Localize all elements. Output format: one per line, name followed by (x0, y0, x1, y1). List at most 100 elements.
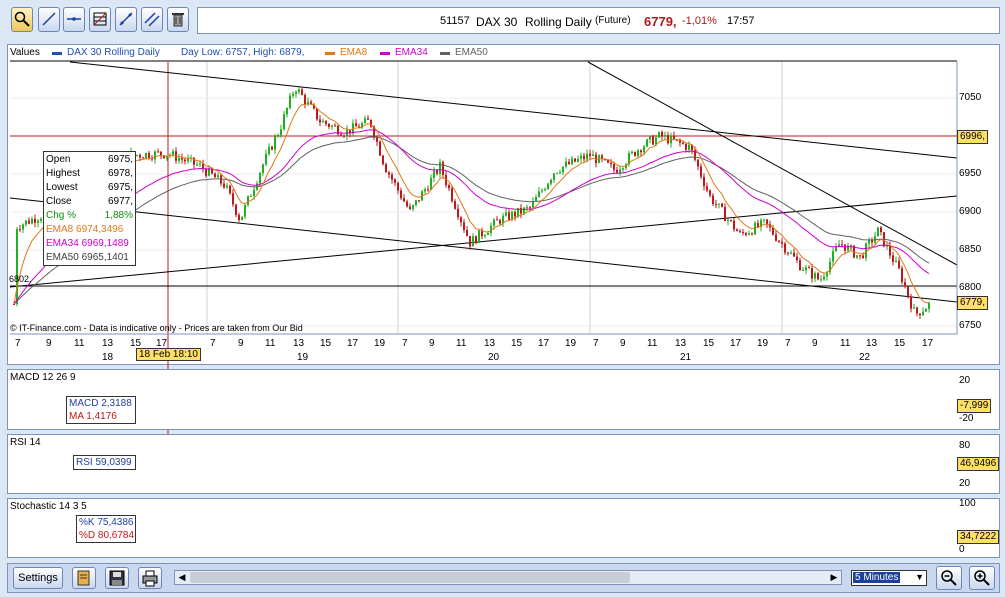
line-tool-button[interactable] (38, 7, 60, 32)
rsi-panel[interactable] (7, 434, 1000, 494)
draw-icon (119, 12, 133, 26)
zoom-out-icon (941, 570, 957, 586)
ohlc-info-box: Open 6975, Highest 6978, Lowest 6975, Cl… (43, 151, 136, 266)
ohlc-close-label: Close (46, 196, 72, 207)
chevron-down-icon: ▼ (915, 572, 924, 582)
ohlc-high-value: 6978, (107, 168, 133, 179)
export-icon (77, 570, 90, 586)
time-axis-day: 20 (488, 352, 500, 363)
stochastic-panel[interactable] (7, 498, 1000, 558)
channel-button[interactable] (141, 7, 163, 32)
macd-panel[interactable] (7, 369, 1000, 430)
time-axis-hour: 9 (238, 338, 244, 349)
ohlc-close-value: 6977, (107, 196, 133, 207)
save-button[interactable] (105, 567, 129, 589)
rsi-axis-tick: 80 (959, 440, 971, 451)
stochastic-k-value: %K 75,4386 (79, 517, 134, 528)
macd-axis-tick: 20 (959, 375, 971, 386)
time-axis-hour: 9 (620, 338, 626, 349)
horizontal-line-icon (67, 17, 81, 21)
ohlc-low-value: 6975, (107, 182, 133, 193)
ohlc-change-label: Chg % (46, 210, 77, 221)
interval-select[interactable]: 5 Minutes ▼ (851, 570, 927, 586)
zoom-in-button[interactable] (969, 566, 995, 590)
ohlc-change-value: 1,88% (104, 210, 133, 221)
ohlc-ema50: EMA50 6965,1401 (46, 252, 129, 263)
time-axis-hour: 15 (320, 338, 332, 349)
price-chart-panel[interactable] (7, 44, 1000, 365)
scrollbar-thumb[interactable] (190, 572, 630, 583)
time-axis-hour: 11 (456, 338, 467, 349)
zoom-out-button[interactable] (936, 566, 962, 590)
trash-icon (172, 13, 184, 27)
instrument-period: Rolling Daily (525, 15, 592, 29)
draw-button[interactable] (115, 7, 137, 32)
instrument-name: DAX 30 (476, 15, 518, 29)
copyright-notice: © IT-Finance.com - Data is indicative on… (10, 323, 303, 333)
rsi-axis-tick: 20 (959, 478, 971, 489)
ema34-legend-marker: ▬ (380, 47, 390, 58)
ohlc-open-value: 6975, (107, 154, 133, 165)
time-axis-day: 19 (297, 352, 309, 363)
ohlc-open-label: Open (46, 154, 71, 165)
zoom-in-icon (974, 570, 990, 586)
time-axis-hour: 7 (593, 338, 599, 349)
price-tick: 6800 (959, 282, 982, 293)
rsi-value-box: RSI 59,0399 (73, 455, 136, 470)
export-button[interactable] (72, 567, 96, 589)
stochastic-d-value: %D 80,6784 (79, 530, 135, 541)
time-axis-hour: 13 (484, 338, 496, 349)
ohlc-ema34: EMA34 6969,1489 (46, 238, 129, 249)
time-axis-hour: 11 (265, 338, 276, 349)
horizontal-scrollbar[interactable]: ◀ ▶ (174, 570, 842, 585)
line-tool-icon (42, 12, 56, 26)
time-axis-hour: 19 (565, 338, 577, 349)
fibonacci-button[interactable] (89, 7, 111, 32)
values-label: Values (10, 47, 40, 58)
ema50-legend: EMA50 (455, 47, 488, 58)
interval-value: 5 Minutes (853, 572, 901, 583)
time-axis-day: 18 (102, 352, 114, 363)
time-axis-day: 21 (680, 352, 692, 363)
price-tick: 6750 (959, 320, 982, 331)
day-range: Day Low: 6757, High: 6879, (181, 47, 305, 58)
bottom-toolbar: Settings ◀ ▶ 5 Minutes ▼ (7, 563, 1000, 593)
time-axis-hour: 9 (812, 338, 818, 349)
price-change: -1,01% (682, 15, 717, 27)
scroll-left-icon[interactable]: ◀ (178, 572, 186, 582)
ema50-legend-marker: ▬ (440, 47, 450, 58)
time-axis-hour: 13 (293, 338, 305, 349)
last-price: 6779, (644, 14, 677, 29)
stochastic-axis-tick: 0 (959, 544, 965, 555)
macd-title: MACD 12 26 9 (10, 372, 76, 383)
time-axis-hour: 17 (922, 338, 934, 349)
delete-button[interactable] (167, 7, 189, 32)
time-axis-hour: 17 (730, 338, 742, 349)
print-button[interactable] (138, 567, 162, 589)
scroll-right-icon[interactable]: ▶ (830, 572, 838, 582)
horizontal-line-button[interactable] (63, 7, 85, 32)
stochastic-axis-tick: 100 (959, 498, 976, 509)
time-axis-hour: 17 (347, 338, 359, 349)
time-axis-hour: 15 (511, 338, 523, 349)
ema8-legend-marker: ▬ (325, 47, 335, 58)
instrument-code: 51157 (440, 15, 470, 27)
series-legend: DAX 30 Rolling Daily (67, 47, 160, 58)
time-axis-day: 22 (859, 352, 871, 363)
time-axis-hour: 9 (46, 338, 52, 349)
time-axis-hour: 7 (402, 338, 408, 349)
ema8-legend: EMA8 (340, 47, 368, 58)
settings-button[interactable]: Settings (13, 567, 63, 589)
time-axis-hour: 15 (130, 338, 142, 349)
price-tick: 6850 (959, 244, 982, 255)
time-axis-hour: 17 (156, 338, 168, 349)
time-axis-hour: 13 (866, 338, 878, 349)
price-tick: 6950 (959, 168, 982, 179)
zoom-tool-button[interactable] (11, 7, 33, 32)
fibonacci-icon (93, 12, 107, 26)
time-axis-hour: 17 (538, 338, 550, 349)
time-axis-hour: 13 (675, 338, 687, 349)
series-legend-marker: ▬ (52, 47, 62, 58)
time-axis-hour: 7 (210, 338, 216, 349)
crosshair-price-badge: 6996, (957, 130, 989, 144)
